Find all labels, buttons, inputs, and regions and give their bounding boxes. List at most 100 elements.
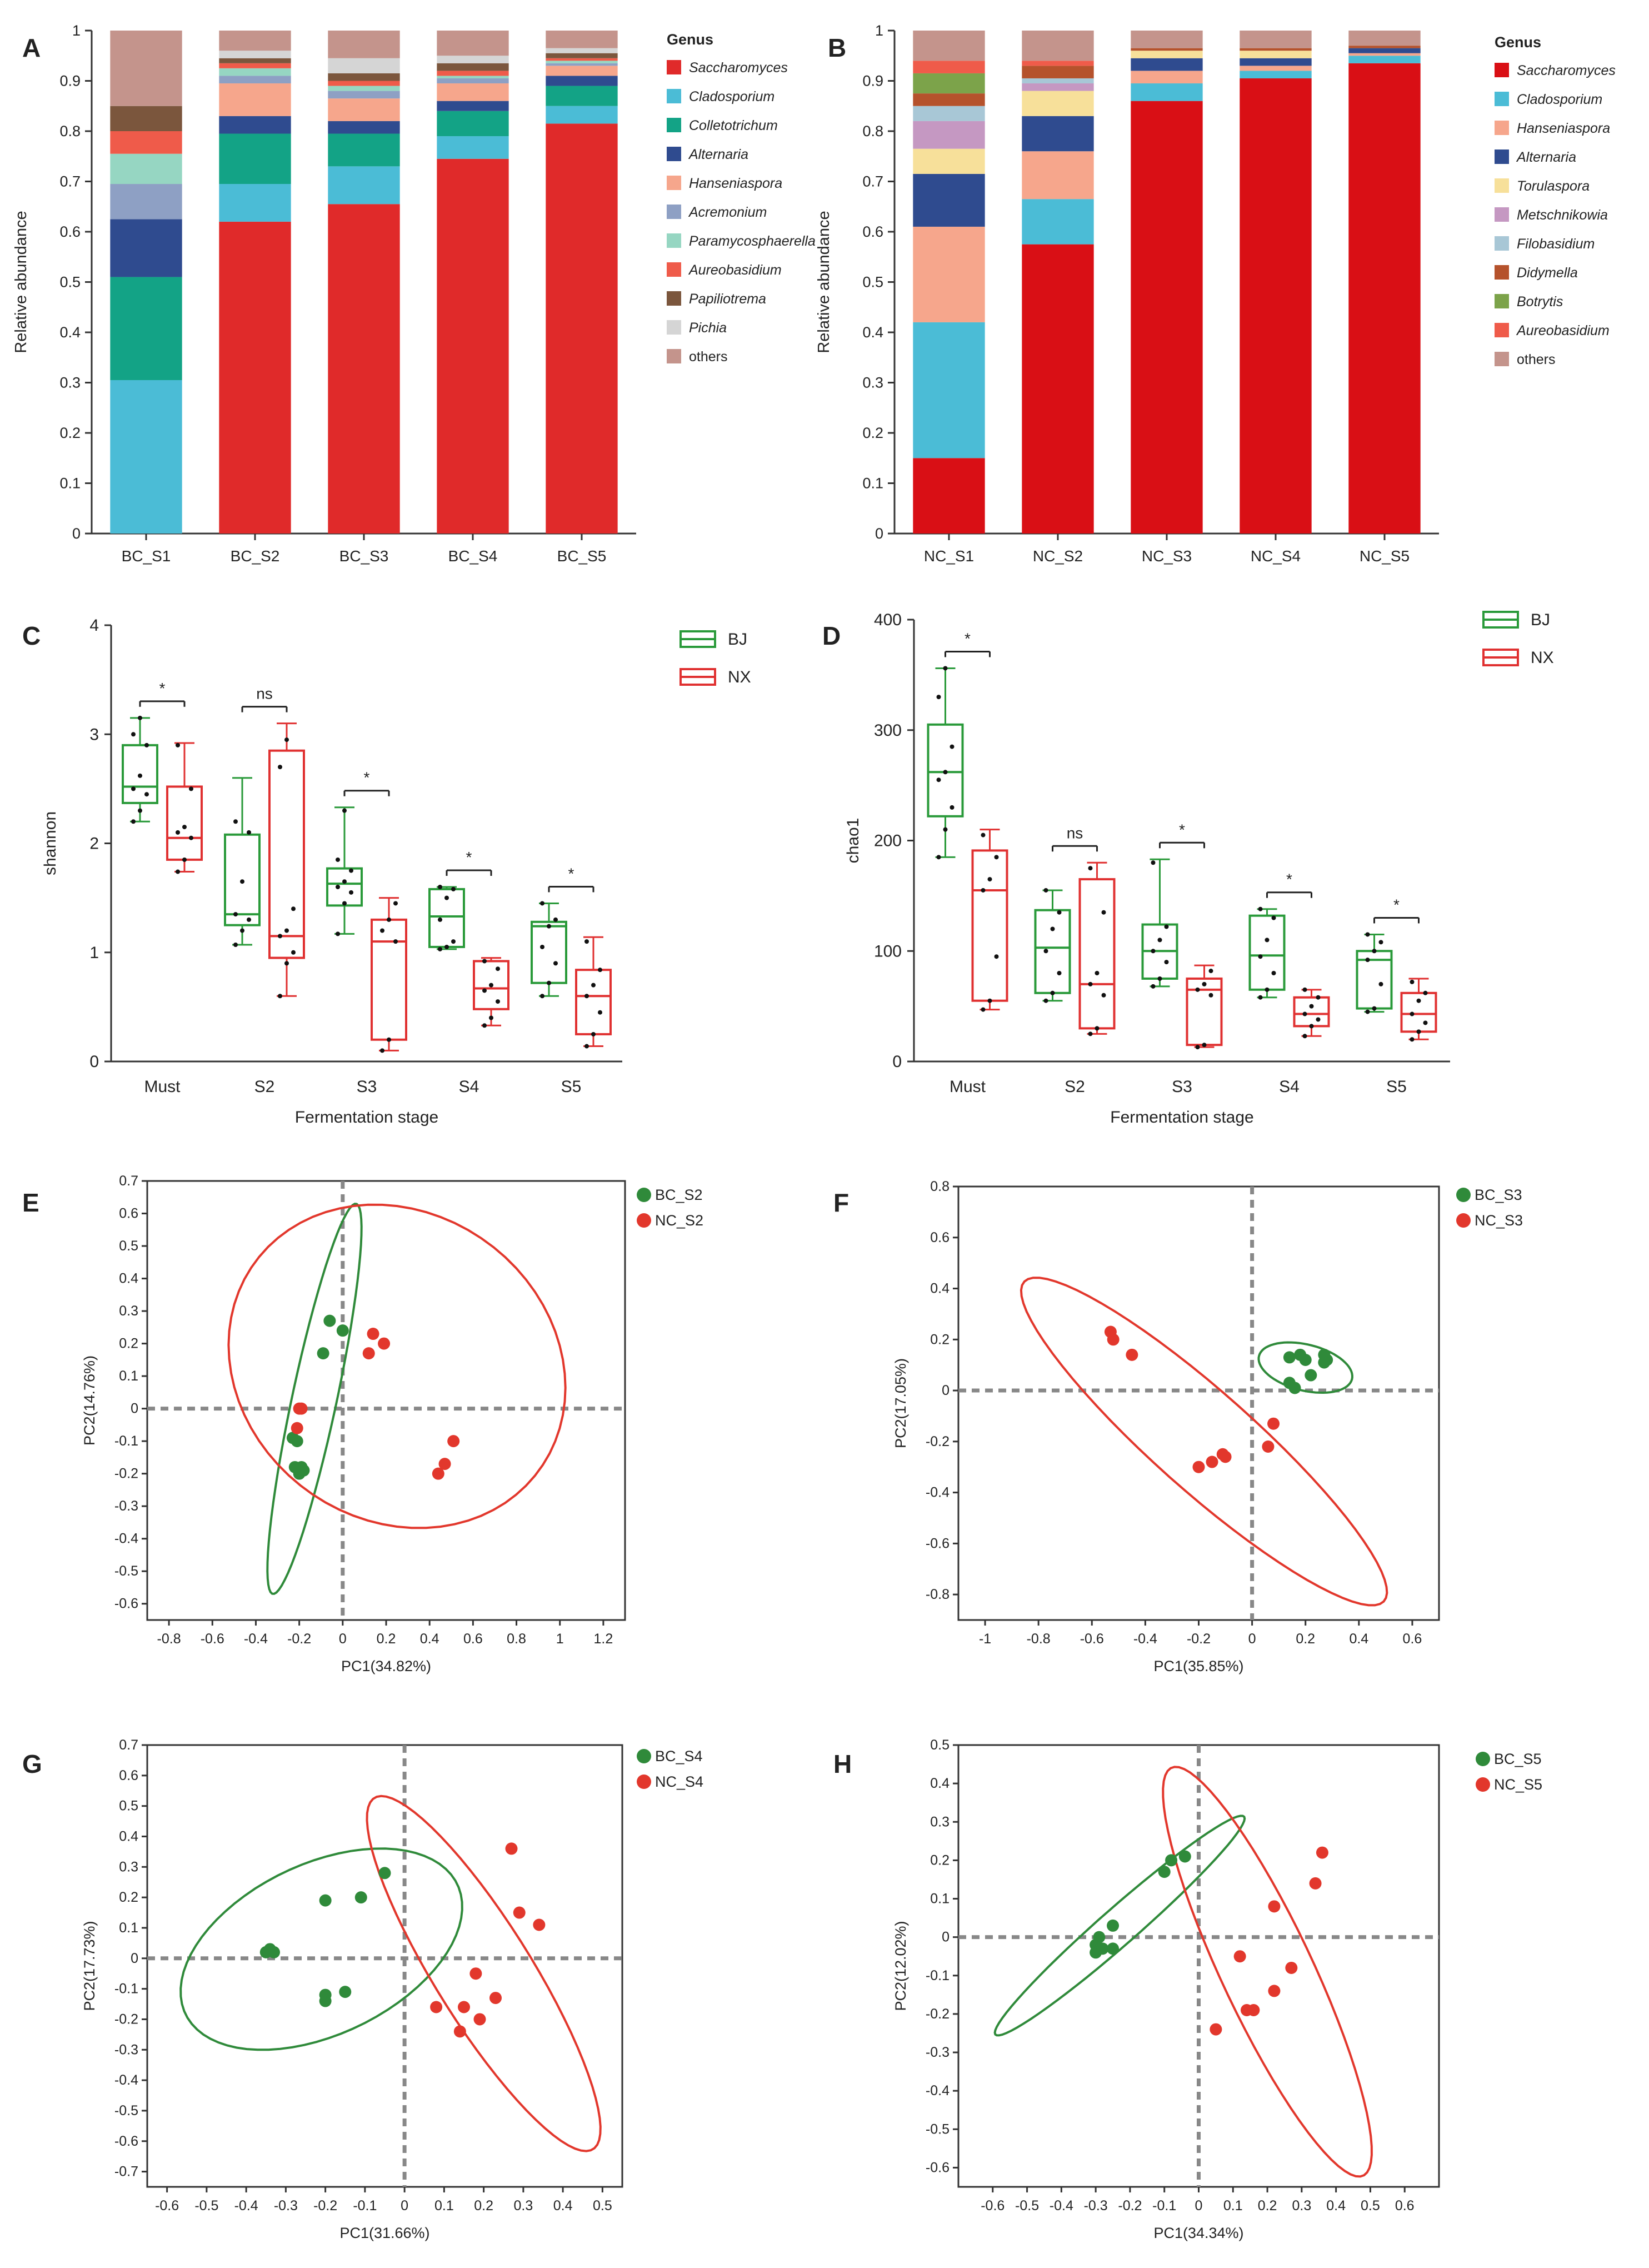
bar-segment-alternaria (110, 219, 182, 277)
bar-segment-pichia (437, 56, 509, 63)
data-point (342, 879, 347, 884)
bar-segment-papiliotrema (328, 73, 400, 81)
data-point (393, 939, 398, 944)
confidence-ellipse-nc_s2 (227, 1203, 567, 1529)
y-tick-label: 0.3 (119, 1303, 138, 1319)
x-tick-label: NC_S3 (1142, 547, 1192, 565)
point-bc_s2 (323, 1314, 336, 1327)
panel-h-pca-scatter: H -0.6 -0.5 -0.4 -0.3 -0.2 -0.1 0 0.1 0.2 0.3 0.4 0.… (833, 1737, 1542, 2241)
y-tick-label: 0.1 (59, 475, 81, 492)
y-tick-label: 1 (89, 944, 99, 962)
y-axis-title: PC2(14.76%) (81, 1355, 98, 1445)
bar-segment-pichia (219, 51, 291, 58)
x-tick-label: 0.2 (1296, 1631, 1315, 1647)
data-point (936, 695, 941, 700)
point-nc_s3 (1206, 1455, 1218, 1468)
bar-segment-torulaspora (1240, 51, 1312, 58)
panel-label: H (833, 1749, 852, 1778)
data-point (336, 885, 340, 889)
data-point (547, 924, 551, 929)
point-bc_s4 (319, 1894, 332, 1907)
x-tick-label: -0.4 (1050, 2198, 1073, 2214)
y-tick-label: 4 (89, 616, 99, 635)
data-point (233, 943, 238, 948)
bar-segment-colletotrichum (110, 277, 182, 380)
data-point (182, 825, 187, 830)
bar-segment-others (1022, 31, 1094, 61)
point-nc_s5 (1268, 1900, 1281, 1913)
bar-segment-colletotrichum (328, 133, 400, 167)
legend-marker (637, 1749, 651, 1763)
y-tick-label: 1 (72, 22, 81, 39)
legend-label: Aureobasidium (688, 262, 782, 278)
data-point (380, 1048, 384, 1053)
y-tick-label: 0 (942, 1930, 950, 1945)
legend-marker (637, 1213, 651, 1228)
data-point (1365, 932, 1370, 937)
x-tick-label: -0.5 (1015, 2198, 1039, 2214)
panel-b-stacked-bar: B 0 0.1 0.2 0.3 0.4 0.5 0.6 0.7 0.8 0.9 1 Relative a… (815, 22, 1616, 565)
x-tick-label: -0.8 (157, 1631, 181, 1647)
bar-segment-colletotrichum (437, 111, 509, 137)
y-tick-label: -0.5 (114, 2103, 138, 2119)
bar-segment-hanseniaspora (328, 98, 400, 121)
bar-segment-others (1348, 31, 1421, 46)
x-tick-label: 0.2 (377, 1631, 396, 1647)
data-point (1410, 979, 1415, 984)
data-point (451, 939, 456, 944)
data-point (1208, 993, 1213, 998)
box-nx (166, 785, 203, 861)
bar-segment-aureobasidium (219, 63, 291, 68)
significance-label: ns (1067, 824, 1083, 841)
legend-label: Alternaria (1516, 149, 1576, 165)
bar-segment-didymella (1131, 48, 1203, 51)
data-point (240, 879, 244, 884)
x-axis-title: PC1(34.34%) (1153, 2225, 1243, 2241)
x-tick-label: -0.2 (313, 2198, 337, 2214)
data-point (189, 786, 193, 791)
data-point (1050, 990, 1055, 995)
legend-swatch (1495, 236, 1509, 251)
data-point (1095, 971, 1100, 975)
point-nc_s2 (291, 1422, 303, 1434)
bar-segment-others (437, 31, 509, 56)
point-nc_s5 (1210, 2023, 1222, 2036)
point-bc_s3 (1283, 1351, 1296, 1364)
point-nc_s4 (533, 1918, 546, 1931)
panel-label: G (22, 1749, 42, 1778)
x-tick-label: -0.2 (287, 1631, 311, 1647)
x-tick-label: BC_S2 (231, 547, 280, 565)
bar-segment-alternaria (328, 121, 400, 134)
x-tick-label: 0.8 (507, 1631, 526, 1647)
y-tick-label: 400 (874, 611, 902, 629)
y-tick-label: 0.9 (59, 73, 81, 89)
data-point (444, 944, 449, 949)
data-point (987, 877, 992, 882)
data-point (278, 994, 282, 999)
y-tick-label: 0.7 (862, 173, 883, 190)
bar-segment-alternaria (913, 173, 985, 227)
legend-label: Hanseniaspora (689, 176, 782, 191)
legend-swatch (667, 60, 681, 74)
data-point (943, 827, 948, 832)
significance-label: * (466, 849, 472, 866)
x-tick-label: 0.2 (1258, 2198, 1277, 2214)
bar-segment-hanseniaspora (1022, 151, 1094, 200)
x-tick-label: -0.3 (274, 2198, 298, 2214)
panel-label: E (22, 1188, 39, 1217)
y-axis-title: Relative abundance (12, 211, 30, 353)
x-axis-title: PC1(35.85%) (1153, 1658, 1243, 1674)
bar-segment-papiliotrema (437, 63, 509, 71)
significance-label: * (1286, 871, 1292, 888)
x-tick-label: -0.8 (1027, 1631, 1051, 1647)
y-tick-label: -0.1 (926, 1968, 950, 1983)
point-nc_s5 (1247, 2004, 1260, 2016)
bar-segment-saccharomyces (1240, 78, 1312, 534)
y-axis-title: PC2(17.73%) (81, 1921, 98, 2011)
legend-label: NC_S5 (1494, 1776, 1542, 1793)
x-tick-label: 0.4 (553, 2198, 573, 2214)
data-point (482, 959, 487, 964)
data-point (540, 994, 544, 999)
data-point (1208, 969, 1213, 974)
data-point (393, 901, 398, 906)
